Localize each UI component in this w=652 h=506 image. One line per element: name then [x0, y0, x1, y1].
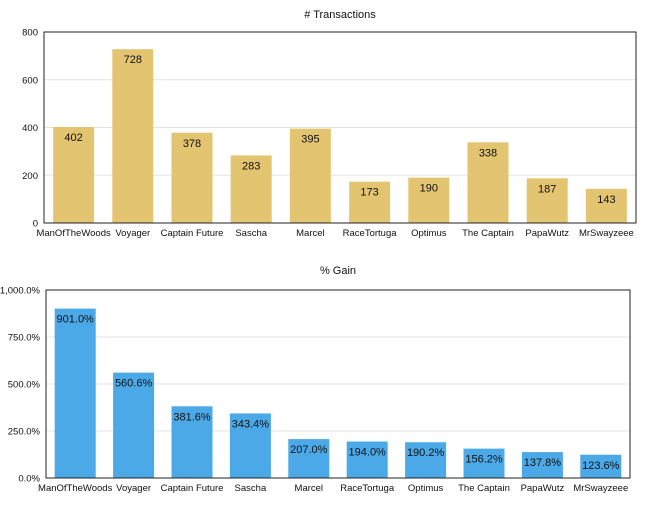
chart-title: # Transactions	[304, 9, 376, 21]
bar	[408, 177, 450, 223]
x-tick-label: Optimus	[408, 483, 444, 494]
y-tick-label: 0	[33, 219, 38, 230]
chart-1: # Transactions 0 200 400 600 800 402 ManOfTheWo…	[22, 9, 637, 239]
bar	[349, 181, 391, 223]
x-tick-label: ManOfTheWoods	[36, 228, 111, 239]
data-label: 190.2%	[407, 447, 445, 459]
bar	[230, 155, 272, 223]
data-label: 728	[124, 54, 142, 66]
data-label: 156.2%	[465, 454, 503, 466]
data-label: 194.0%	[349, 447, 387, 459]
bar	[113, 372, 155, 478]
x-tick-label: The Captain	[458, 483, 510, 494]
bar	[229, 413, 271, 478]
bar	[53, 127, 95, 223]
x-tick-label: PapaWutz	[525, 228, 569, 239]
bar	[467, 142, 509, 223]
x-tick-label: Voyager	[116, 483, 151, 494]
x-tick-label: MrSwayzeee	[579, 228, 634, 239]
data-label: 190	[420, 183, 438, 195]
data-label: 901.0%	[57, 314, 95, 326]
x-tick-label: Sascha	[235, 228, 267, 239]
bar	[405, 442, 447, 478]
bar	[346, 441, 388, 478]
x-tick-label: RaceTortuga	[340, 483, 395, 494]
data-label: 173	[360, 187, 378, 199]
bar	[521, 452, 563, 478]
x-tick-label: Marcel	[296, 228, 325, 239]
y-tick-label: 800	[22, 28, 38, 39]
bar	[288, 439, 330, 478]
data-label: 378	[183, 138, 201, 150]
x-tick-label: RaceTortuga	[343, 228, 398, 239]
data-label: 143	[597, 194, 615, 206]
x-tick-label: ManOfTheWoods	[38, 483, 113, 494]
y-tick-label: 1,000.0%	[0, 286, 41, 297]
x-tick-label: MrSwayzeee	[573, 483, 628, 494]
data-label: 395	[301, 134, 319, 146]
bar	[171, 132, 213, 223]
data-label: 137.8%	[524, 457, 562, 469]
data-label: 187	[538, 183, 556, 195]
plot-frame	[45, 289, 631, 479]
x-tick-label: Sascha	[235, 483, 267, 494]
data-label: 123.6%	[582, 460, 620, 472]
bar	[526, 178, 568, 223]
bar	[171, 406, 213, 478]
x-tick-label: Marcel	[295, 483, 324, 494]
bar	[289, 128, 331, 223]
y-tick-label: 500.0%	[8, 380, 41, 391]
x-tick-label: PapaWutz	[521, 483, 565, 494]
y-tick-label: 600	[22, 75, 38, 86]
y-tick-label: 250.0%	[8, 427, 41, 438]
x-tick-label: Optimus	[411, 228, 447, 239]
x-tick-label: Captain Future	[161, 483, 224, 494]
bar	[112, 49, 154, 223]
x-tick-label: Voyager	[115, 228, 150, 239]
data-label: 207.0%	[290, 444, 328, 456]
bar	[580, 454, 622, 478]
data-label: 343.4%	[232, 418, 270, 430]
data-label: 381.6%	[173, 411, 211, 423]
y-tick-label: 200	[22, 171, 38, 182]
bar	[463, 448, 505, 478]
bar	[54, 308, 96, 478]
data-label: 560.6%	[115, 378, 153, 390]
x-tick-label: The Captain	[462, 228, 514, 239]
chart-2: % Gain 0.0% 250.0% 500.0% 750.0% 1,000.0% 901.…	[0, 265, 631, 494]
data-label: 402	[64, 132, 82, 144]
data-label: 338	[479, 147, 497, 159]
y-tick-label: 750.0%	[8, 333, 41, 344]
bar	[585, 188, 627, 223]
plot-frame	[43, 31, 637, 224]
x-tick-label: Captain Future	[161, 228, 224, 239]
y-tick-label: 400	[22, 123, 38, 134]
chart-title: % Gain	[320, 265, 356, 277]
y-tick-label: 0.0%	[18, 474, 40, 485]
data-label: 283	[242, 160, 260, 172]
